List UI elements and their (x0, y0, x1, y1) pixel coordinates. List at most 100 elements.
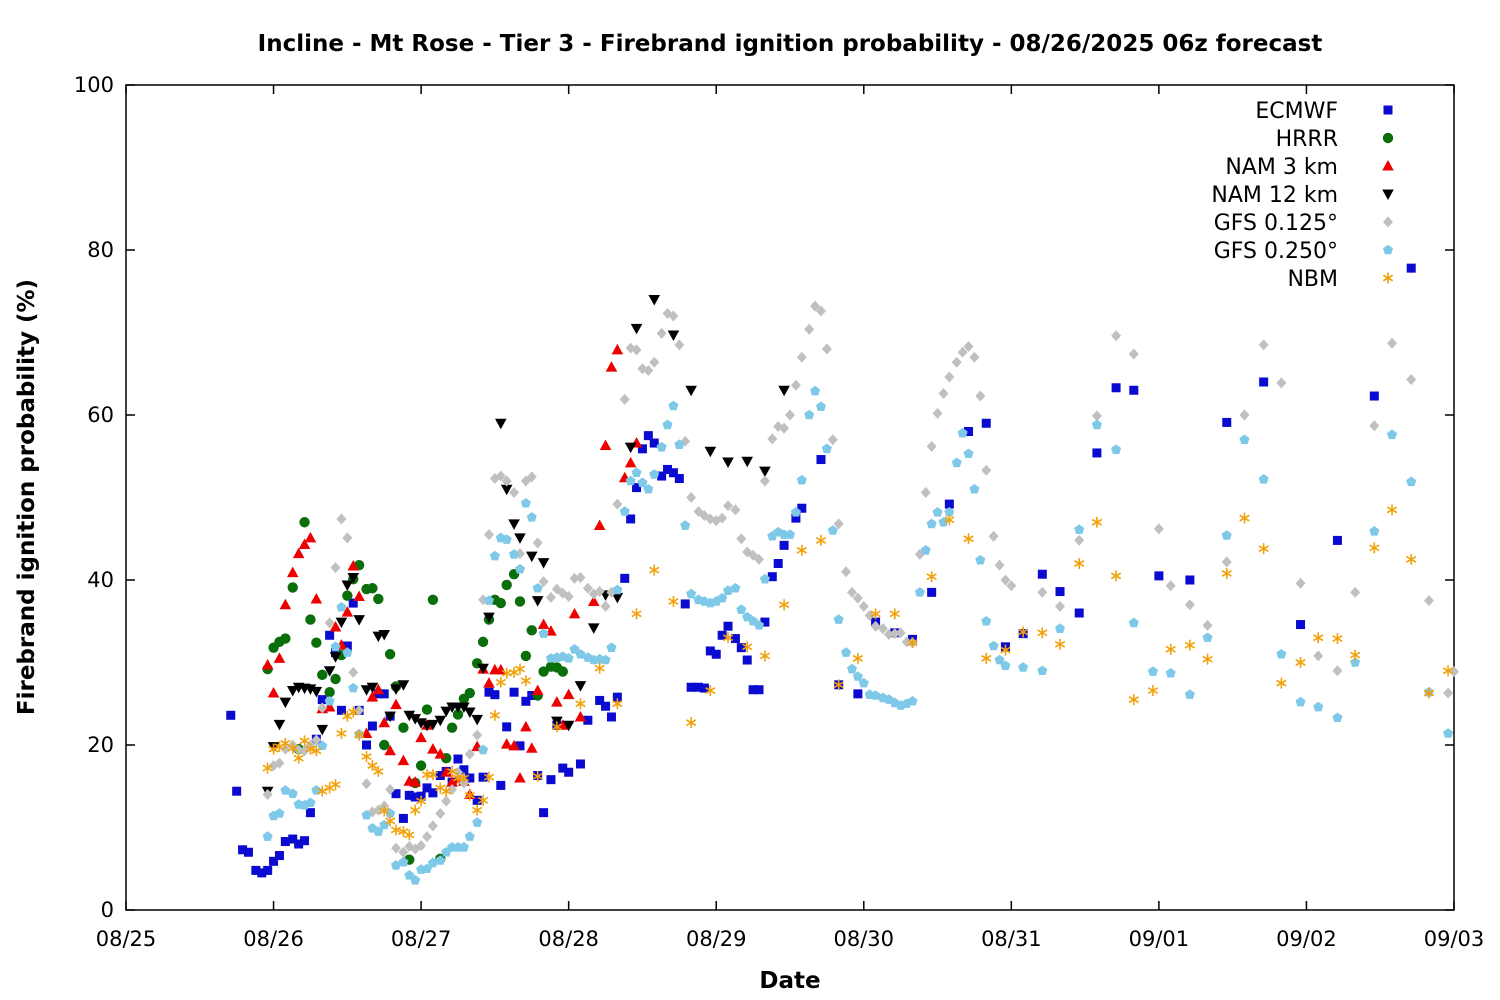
data-point (680, 520, 691, 530)
legend-marker (1382, 132, 1394, 144)
data-point (796, 544, 807, 556)
data-point (1037, 569, 1047, 579)
data-point (514, 533, 526, 544)
data-point (273, 719, 286, 731)
data-point (568, 607, 581, 619)
data-point (858, 600, 869, 612)
data-point (330, 673, 341, 685)
data-point (459, 765, 469, 775)
data-point (1000, 660, 1011, 671)
data-point (342, 532, 353, 544)
data-point (694, 682, 704, 692)
data-point (446, 722, 458, 733)
data-point (1386, 504, 1398, 516)
x-tick-label: 08/29 (686, 927, 747, 951)
data-point (317, 740, 328, 751)
data-point (773, 559, 783, 568)
data-point (833, 679, 844, 691)
data-point (311, 637, 322, 648)
data-point (238, 845, 248, 855)
data-point (404, 870, 415, 880)
data-point (804, 323, 815, 335)
data-point (852, 652, 864, 664)
data-point (779, 540, 789, 550)
data-point (471, 714, 483, 726)
data-point (1406, 374, 1417, 386)
data-point (353, 729, 365, 741)
data-point (1129, 385, 1139, 395)
data-point (1369, 420, 1380, 432)
data-point (305, 614, 316, 625)
data-point (657, 471, 667, 481)
data-point (537, 618, 550, 630)
data-point (415, 731, 427, 743)
data-point (741, 456, 754, 468)
data-point (273, 652, 286, 663)
data-point (674, 439, 685, 449)
data-point (736, 604, 747, 614)
plot-area (125, 84, 1455, 911)
data-point (299, 735, 310, 747)
data-point (1153, 523, 1164, 535)
data-point (1276, 677, 1287, 689)
data-point (398, 856, 409, 867)
data-point (1111, 444, 1122, 454)
data-point (373, 765, 384, 777)
data-point (631, 344, 642, 356)
data-point (458, 772, 470, 784)
data-point (304, 531, 317, 543)
data-point (920, 487, 931, 499)
data-point (362, 740, 372, 750)
data-point (1000, 574, 1011, 586)
data-point (841, 647, 852, 657)
data-point (1276, 648, 1287, 659)
legend-label: NAM 3 km (1225, 155, 1338, 180)
data-point (472, 804, 483, 816)
data-point (440, 706, 452, 718)
x-tick-label: 09/01 (1129, 927, 1190, 951)
data-point (509, 487, 520, 499)
data-point (317, 669, 328, 681)
data-point (325, 630, 335, 640)
data-point (562, 720, 575, 732)
y-tick-label: 0 (101, 898, 114, 922)
data-point (501, 534, 512, 544)
data-point (287, 582, 298, 593)
data-point (631, 608, 642, 620)
data-point (1258, 474, 1269, 484)
data-point (404, 829, 415, 841)
data-point (870, 608, 881, 620)
data-point (1017, 626, 1029, 638)
data-point (791, 513, 801, 523)
data-point (575, 698, 586, 710)
data-point (790, 507, 801, 517)
data-point (730, 634, 740, 644)
data-point (557, 666, 568, 677)
data-point (274, 851, 284, 861)
data-point (361, 778, 372, 790)
data-point (619, 506, 630, 516)
data-point (870, 690, 881, 700)
data-point (509, 687, 519, 697)
data-point (274, 808, 285, 818)
data-point (705, 646, 715, 656)
data-point (531, 684, 544, 696)
data-point (397, 754, 410, 766)
data-point (846, 663, 858, 674)
data-point (759, 573, 770, 584)
data-point (624, 456, 637, 468)
data-point (1091, 419, 1102, 430)
data-point (975, 554, 986, 565)
data-point (293, 752, 304, 764)
data-point (1165, 580, 1176, 592)
data-point (520, 675, 532, 687)
data-point (810, 385, 821, 396)
data-point (316, 724, 329, 736)
data-point (538, 628, 549, 638)
data-point (742, 641, 753, 653)
data-point (988, 530, 999, 542)
data-point (969, 351, 980, 363)
data-point (575, 759, 585, 769)
data-point (342, 590, 353, 601)
data-point (410, 875, 421, 885)
